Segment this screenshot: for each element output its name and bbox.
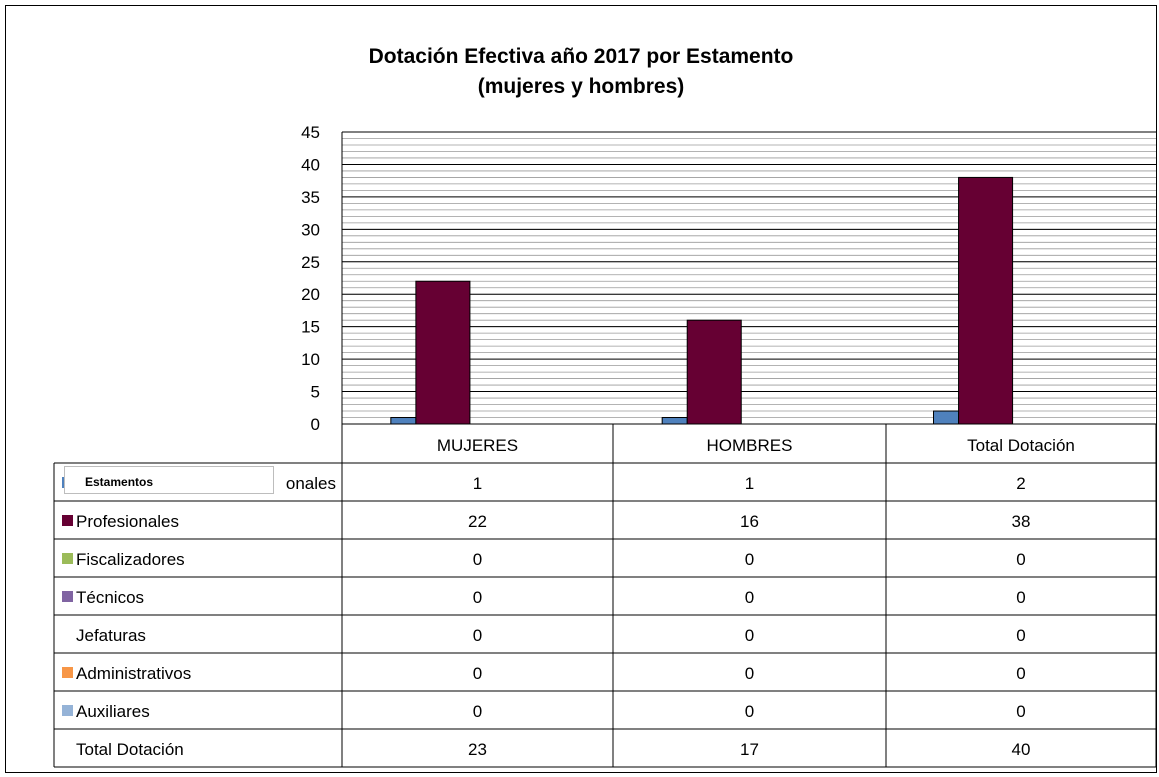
y-tick-label: 5: [311, 383, 320, 402]
chart-title-line-1: Dotación Efectiva año 2017 por Estamento: [368, 45, 794, 68]
row-label: Auxiliares: [76, 702, 150, 721]
data-cell-value: 0: [1016, 550, 1025, 569]
bar-onales: [933, 410, 960, 425]
data-cell-value: 22: [468, 512, 487, 531]
data-cell-value: 0: [745, 626, 754, 645]
legend-title: Estamentos: [85, 475, 154, 489]
row-label: onales: [286, 474, 336, 493]
data-cell-value: 0: [1016, 588, 1025, 607]
data-cell-value: 23: [468, 740, 487, 759]
y-tick-label: 25: [301, 253, 320, 272]
data-cell-value: 0: [1016, 702, 1025, 721]
y-tick-label: 35: [301, 188, 320, 207]
row-label: Profesionales: [76, 512, 179, 531]
row-label: Total Dotación: [76, 740, 184, 759]
y-tick-label: 0: [311, 415, 320, 434]
data-cell-value: 0: [1016, 664, 1025, 683]
legend-key-swatch: [62, 553, 73, 564]
data-cell-value: 38: [1012, 512, 1031, 531]
bar-profesionales: [958, 176, 1014, 425]
data-cell-value: 0: [473, 664, 482, 683]
data-cell-value: 0: [745, 550, 754, 569]
data-cell-value: 0: [1016, 626, 1025, 645]
y-tick-label: 40: [301, 155, 320, 174]
data-cell-value: 0: [745, 664, 754, 683]
data-cell-value: 0: [473, 702, 482, 721]
chart-title: Dotación Efectiva año 2017 por Estamento…: [6, 42, 1156, 102]
bar-onales: [390, 417, 417, 425]
data-cell-value: 0: [473, 588, 482, 607]
legend-key-swatch: [62, 515, 73, 526]
legend-key-swatch: [62, 591, 73, 602]
legend-key-swatch: [62, 667, 73, 678]
y-tick-label: 30: [301, 220, 320, 239]
data-cell-value: 1: [745, 474, 754, 493]
y-tick-label: 45: [301, 123, 320, 142]
bar-onales: [661, 417, 688, 425]
data-cell-value: 0: [473, 626, 482, 645]
data-cell-value: 0: [473, 550, 482, 569]
row-label: Jefaturas: [76, 626, 146, 645]
data-cell-value: 1: [473, 474, 482, 493]
y-tick-label: 15: [301, 318, 320, 337]
bar-profesionales: [415, 280, 471, 425]
data-cell-value: 17: [740, 740, 759, 759]
y-tick-label: 10: [301, 350, 320, 369]
legend-key-swatch: [62, 705, 73, 716]
row-label: Administrativos: [76, 664, 191, 683]
data-cell-value: 2: [1016, 474, 1025, 493]
chart-title-line-2: (mujeres y hombres): [477, 75, 685, 98]
row-label: Fiscalizadores: [76, 550, 185, 569]
data-cell-value: 0: [745, 588, 754, 607]
category-label: HOMBRES: [707, 436, 793, 455]
category-label: MUJERES: [437, 436, 518, 455]
category-label: Total Dotación: [967, 436, 1075, 455]
data-cell-value: 0: [745, 702, 754, 721]
data-cell-value: 16: [740, 512, 759, 531]
row-label: Técnicos: [76, 588, 144, 607]
bar-profesionales: [686, 319, 742, 425]
y-tick-label: 20: [301, 285, 320, 304]
legend-title-box: Estamentos: [64, 466, 274, 494]
data-cell-value: 40: [1012, 740, 1031, 759]
chart-frame: Dotación Efectiva año 2017 por Estamento…: [5, 5, 1157, 773]
